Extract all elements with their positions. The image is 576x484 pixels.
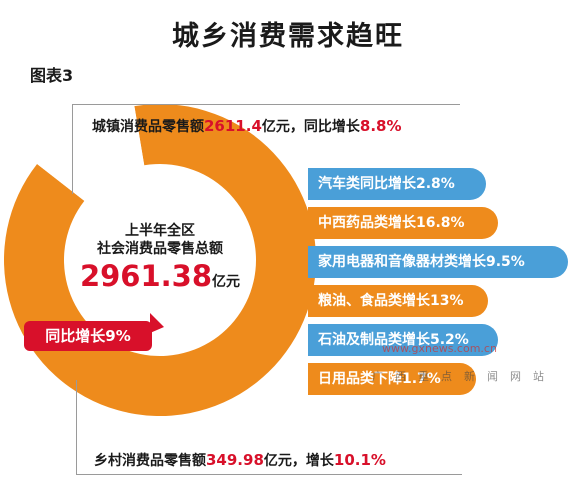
growth-callout: 同比增长9% <box>24 321 152 351</box>
urban-unit: 亿元，同比增长 <box>261 119 360 135</box>
category-bar-1: 汽车类同比增长2.8% <box>308 168 486 200</box>
rural-retail-label: 乡村消费品零售额349.98亿元，增长10.1% <box>94 450 386 470</box>
donut-slice-rural <box>37 106 145 201</box>
watermark-tagline: 广西重点新闻网站 <box>372 370 556 383</box>
total-retail-summary: 上半年全区 社会消费品零售总额 2961.38亿元 <box>70 222 250 294</box>
urban-retail-label: 城镇消费品零售额2611.4亿元，同比增长8.8% <box>92 116 402 136</box>
summary-line-2: 社会消费品零售总额 <box>97 241 223 257</box>
rural-connector-line <box>76 474 462 475</box>
rural-connector-vertical <box>76 380 77 475</box>
category-bar-4: 粮油、食品类增长13% <box>308 285 488 317</box>
urban-connector-vertical <box>72 104 73 194</box>
category-bar-6: 日用品类下降1.7% <box>308 363 476 395</box>
urban-growth: 8.8% <box>359 117 402 135</box>
rural-value: 349.98 <box>206 451 264 469</box>
urban-connector-line <box>72 104 460 105</box>
category-bar-5: 石油及制品类增长5.2% <box>308 324 498 356</box>
rural-prefix: 乡村消费品零售额 <box>94 453 206 469</box>
total-value: 2961.38 <box>79 259 213 293</box>
callout-tail <box>150 313 164 333</box>
urban-value: 2611.4 <box>204 117 262 135</box>
total-unit: 亿元 <box>212 274 241 290</box>
rural-growth: 10.1% <box>333 451 386 469</box>
chart-title: 城乡消费需求趋旺 <box>172 21 404 52</box>
watermark-site: www.gxnews.com.cn <box>382 342 497 355</box>
summary-line-1: 上半年全区 <box>125 223 195 239</box>
urban-prefix: 城镇消费品零售额 <box>92 119 204 135</box>
figure-label: 图表3 <box>30 66 74 85</box>
category-bar-3: 家用电器和音像器材类增长9.5% <box>308 246 568 278</box>
rural-unit: 亿元，增长 <box>263 453 334 469</box>
category-bar-2: 中西药品类增长16.8% <box>308 207 498 239</box>
